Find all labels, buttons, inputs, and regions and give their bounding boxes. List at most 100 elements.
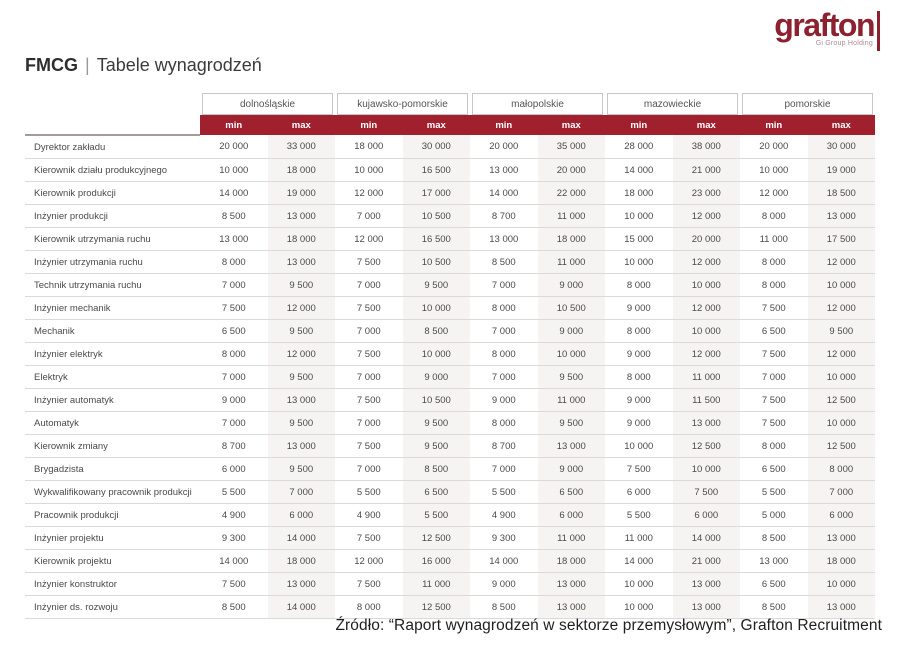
salary-max-cell: 13 000 <box>537 595 606 619</box>
table-row: Kierownik działu produkcyjnego 10 000 18 0… <box>25 158 876 182</box>
salary-min-cell: 8 500 <box>740 595 808 619</box>
table-row: Inżynier mechanik 7 500 12 000 7 500 10 000 8… <box>25 296 876 320</box>
salary-max-cell: 6 500 <box>537 480 606 504</box>
job-title-cell: Inżynier projektu <box>25 526 200 550</box>
salary-max-cell: 18 000 <box>537 549 606 573</box>
salary-max-cell: 11 000 <box>537 388 606 412</box>
salary-max-cell: 13 000 <box>672 595 741 619</box>
salary-min-cell: 5 500 <box>605 503 673 527</box>
salary-min-cell: 5 500 <box>740 480 808 504</box>
salary-min-cell: 20 000 <box>470 135 538 159</box>
salary-max-cell: 38 000 <box>672 135 741 159</box>
salary-min-cell: 11 000 <box>740 227 808 251</box>
salary-max-cell: 13 000 <box>807 595 876 619</box>
min-header: min <box>605 115 673 135</box>
salary-min-cell: 14 000 <box>605 158 673 182</box>
salary-min-cell: 7 000 <box>740 365 808 389</box>
table-row: Inżynier elektryk 8 000 12 000 7 500 10 000 8… <box>25 342 876 366</box>
salary-min-cell: 7 500 <box>335 526 403 550</box>
salary-min-cell: 7 500 <box>740 411 808 435</box>
salary-min-cell: 5 500 <box>200 480 268 504</box>
table-body: Dyrektor zakładu 20 000 33 000 18 000 30 000… <box>25 135 876 619</box>
salary-min-cell: 9 000 <box>470 388 538 412</box>
salary-max-cell: 9 000 <box>537 457 606 481</box>
salary-max-cell: 16 500 <box>402 158 471 182</box>
salary-min-cell: 7 500 <box>605 457 673 481</box>
salary-min-cell: 9 000 <box>470 572 538 596</box>
salary-max-cell: 18 000 <box>267 158 336 182</box>
table-head: dolnośląskie kujawsko-pomorskie małopolski… <box>25 93 876 136</box>
salary-max-cell: 9 000 <box>402 365 471 389</box>
salary-max-cell: 14 000 <box>267 595 336 619</box>
salary-min-cell: 8 700 <box>200 434 268 458</box>
max-header: max <box>267 115 336 135</box>
table-row: Inżynier projektu 9 300 14 000 7 500 12 500 9… <box>25 526 876 550</box>
salary-min-cell: 7 500 <box>200 572 268 596</box>
job-title-cell: Automatyk <box>25 411 200 435</box>
salary-max-cell: 10 000 <box>537 342 606 366</box>
salary-max-cell: 12 000 <box>807 250 876 274</box>
page-title-text: Tabele wynagrodzeń <box>96 55 262 75</box>
salary-min-cell: 6 500 <box>740 457 808 481</box>
salary-max-cell: 10 000 <box>402 342 471 366</box>
salary-max-cell: 13 000 <box>672 572 741 596</box>
salary-min-cell: 8 000 <box>470 411 538 435</box>
salary-max-cell: 9 500 <box>267 411 336 435</box>
salary-max-cell: 10 000 <box>807 411 876 435</box>
min-header: min <box>470 115 538 135</box>
salary-min-cell: 5 000 <box>740 503 808 527</box>
salary-min-cell: 7 000 <box>335 365 403 389</box>
table-row: Inżynier produkcji 8 500 13 000 7 000 10 500… <box>25 204 876 228</box>
salary-max-cell: 10 000 <box>672 319 741 343</box>
salary-max-cell: 12 000 <box>267 296 336 320</box>
table-row: Inżynier konstruktor 7 500 13 000 7 500 11 0… <box>25 572 876 596</box>
salary-max-cell: 12 000 <box>672 342 741 366</box>
salary-min-cell: 12 000 <box>335 227 403 251</box>
salary-max-cell: 16 000 <box>402 549 471 573</box>
salary-max-cell: 11 000 <box>402 572 471 596</box>
salary-max-cell: 18 000 <box>267 549 336 573</box>
salary-max-cell: 18 000 <box>537 227 606 251</box>
salary-max-cell: 7 000 <box>807 480 876 504</box>
table-row: Kierownik produkcji 14 000 19 000 12 000 17 … <box>25 181 876 205</box>
source-note: Źródło: “Raport wynagrodzeń w sektorze p… <box>335 617 882 634</box>
salary-max-cell: 13 000 <box>267 572 336 596</box>
salary-max-cell: 10 000 <box>672 273 741 297</box>
corner-cell <box>25 93 200 136</box>
salary-max-cell: 13 000 <box>267 204 336 228</box>
salary-min-cell: 8 000 <box>200 342 268 366</box>
salary-min-cell: 8 000 <box>335 595 403 619</box>
salary-max-cell: 35 000 <box>537 135 606 159</box>
salary-max-cell: 17 000 <box>402 181 471 205</box>
salary-max-cell: 5 500 <box>402 503 471 527</box>
salary-min-cell: 7 000 <box>335 319 403 343</box>
logo-wordmark: grafton <box>774 7 875 43</box>
salary-max-cell: 16 500 <box>402 227 471 251</box>
salary-max-cell: 9 500 <box>537 365 606 389</box>
salary-min-cell: 20 000 <box>740 135 808 159</box>
table-row: Automatyk 7 000 9 500 7 000 9 500 8 000 9 500 9… <box>25 411 876 435</box>
salary-min-cell: 5 500 <box>335 480 403 504</box>
job-title-cell: Inżynier produkcji <box>25 204 200 228</box>
table-row: Kierownik projektu 14 000 18 000 12 000 16 0… <box>25 549 876 573</box>
salary-max-cell: 9 500 <box>537 411 606 435</box>
salary-max-cell: 8 500 <box>402 319 471 343</box>
salary-min-cell: 9 300 <box>200 526 268 550</box>
salary-min-cell: 7 000 <box>200 411 268 435</box>
table-row: Wykwalifikowany pracownik produkcji 5 500… <box>25 480 876 504</box>
salary-max-cell: 7 500 <box>672 480 741 504</box>
job-title-cell: Inżynier elektryk <box>25 342 200 366</box>
table-row: Inżynier utrzymania ruchu 8 000 13 000 7 50… <box>25 250 876 274</box>
salary-max-cell: 11 000 <box>537 204 606 228</box>
salary-min-cell: 6 000 <box>200 457 268 481</box>
salary-min-cell: 8 000 <box>605 365 673 389</box>
job-title-cell: Inżynier utrzymania ruchu <box>25 250 200 274</box>
salary-min-cell: 7 500 <box>335 342 403 366</box>
salary-min-cell: 8 500 <box>470 250 538 274</box>
minmax-header-row: min max min max min max min max min max <box>25 115 876 135</box>
table-row: Elektryk 7 000 9 500 7 000 9 000 7 000 9 500 8 … <box>25 365 876 389</box>
salary-max-cell: 9 500 <box>267 273 336 297</box>
salary-max-cell: 30 000 <box>807 135 876 159</box>
salary-max-cell: 13 000 <box>672 411 741 435</box>
region-header: mazowieckie <box>605 93 741 115</box>
